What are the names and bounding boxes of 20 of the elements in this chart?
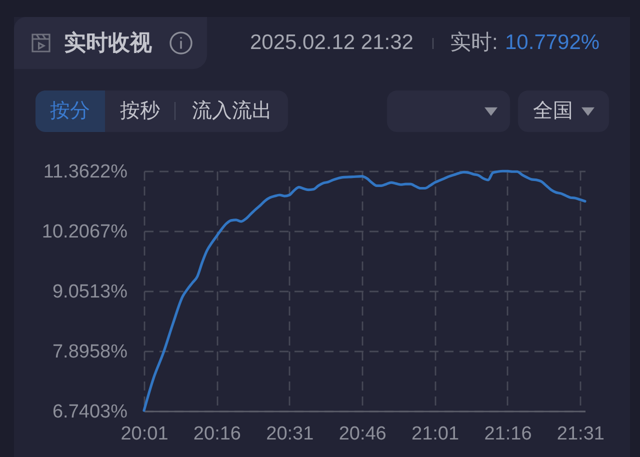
text: 实时: xyxy=(450,31,498,54)
x-tick-label: 20:31 xyxy=(266,424,314,444)
y-tick-label: 9.0513% xyxy=(52,281,128,302)
y-tick-label: 11.3622% xyxy=(43,162,128,182)
chart-title: 实时收视 xyxy=(64,30,152,55)
text: 按秒 xyxy=(120,100,160,122)
text: 全国 xyxy=(533,100,573,122)
text: 流入流出 xyxy=(192,100,272,122)
x-tick-label: 20:16 xyxy=(193,424,241,444)
x-tick-label: 21:16 xyxy=(484,424,532,444)
chart-subtitle: 2025.02.12 21:32 xyxy=(250,31,414,54)
x-tick-label: 20:46 xyxy=(338,424,386,444)
y-tick-label: 10.2067% xyxy=(42,222,128,242)
x-tick-label: 21:01 xyxy=(412,424,460,444)
text: 按分 xyxy=(50,100,90,122)
y-tick-label: 7.8958% xyxy=(52,342,128,362)
x-tick-label: 21:31 xyxy=(556,424,604,444)
text: 10.7792% xyxy=(505,31,600,54)
x-tick-label: 20:01 xyxy=(120,424,168,444)
y-tick-label: 6.7403% xyxy=(52,402,128,422)
